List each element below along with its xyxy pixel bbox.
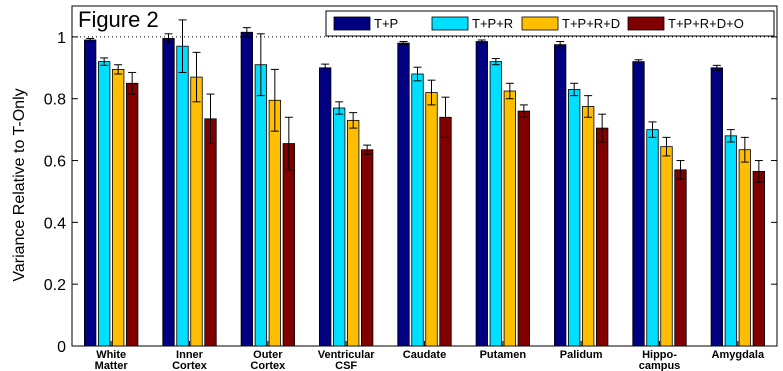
bar (268, 99, 281, 347)
bar (98, 61, 111, 347)
x-tick-label: Cortex (172, 360, 208, 371)
x-tick-label: White (96, 349, 126, 361)
bar (646, 129, 659, 347)
x-tick-label: Putamen (480, 349, 527, 361)
bar (126, 82, 139, 347)
bar (568, 89, 581, 347)
x-tick-label: Matter (95, 360, 129, 371)
bar (582, 106, 595, 347)
bar (397, 42, 410, 347)
y-tick-label: 0 (57, 339, 66, 356)
legend-label: T+P+R+D (562, 16, 620, 31)
bar (475, 41, 488, 347)
legend: T+P T+P+R T+P+R+D T+P+R+D+O (325, 10, 775, 37)
legend-label: T+P (374, 16, 398, 31)
x-tick-label: campus (639, 360, 681, 371)
bar (204, 118, 217, 347)
bar (710, 67, 723, 347)
y-tick-label: 0.8 (44, 92, 66, 109)
bar (162, 38, 175, 347)
bar (84, 39, 97, 347)
y-tick-label: 0.6 (44, 154, 66, 171)
bar (112, 68, 125, 347)
legend-label: T+P+R (472, 16, 513, 31)
bar (240, 31, 253, 347)
bar (632, 61, 645, 347)
bar (254, 64, 267, 347)
y-axis-title: Variance Relative to T-Only (11, 88, 28, 281)
legend-swatch (431, 16, 469, 31)
x-tick-label: Amygdala (712, 349, 765, 361)
bar (660, 146, 673, 347)
legend-swatch (627, 16, 665, 31)
bar (489, 61, 502, 347)
bar (411, 73, 424, 347)
bar (554, 44, 567, 347)
x-tick-label: Outer (253, 349, 283, 361)
x-tick-label: Hippo- (642, 349, 677, 361)
plot-frame (71, 5, 778, 347)
x-tick-label: Palidum (560, 349, 603, 361)
x-tick-label: Inner (176, 349, 204, 361)
bar (724, 135, 737, 347)
bar (190, 76, 203, 347)
bar (361, 149, 374, 347)
bar (439, 116, 452, 347)
x-tick-label: Caudate (403, 349, 446, 361)
bar (347, 119, 360, 347)
bar (176, 45, 189, 347)
bar (319, 67, 332, 347)
y-tick-label: 0.4 (44, 215, 66, 232)
x-tick-label: CSF (335, 360, 357, 371)
bar (752, 170, 765, 347)
y-tick-label: 0.2 (44, 277, 66, 294)
figure-title: Figure 2 (78, 7, 159, 32)
plot-area: 00.20.40.60.81WhiteMatterInnerCortexOute… (44, 5, 778, 371)
bar (333, 107, 346, 347)
bar (425, 92, 438, 347)
bar (503, 90, 516, 347)
bar (596, 127, 609, 347)
bar (674, 169, 687, 347)
bar (738, 149, 751, 347)
legend-swatch (521, 16, 559, 31)
legend-label: T+P+R+D+O (668, 16, 744, 31)
legend-swatch (333, 16, 371, 31)
x-tick-label: Ventricular (318, 349, 376, 361)
bar (282, 143, 295, 347)
y-tick-label: 1 (57, 30, 66, 47)
bar (517, 110, 530, 347)
x-tick-label: Cortex (250, 360, 286, 371)
